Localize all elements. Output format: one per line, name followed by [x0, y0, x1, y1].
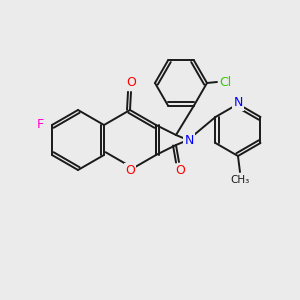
Text: O: O	[125, 164, 135, 176]
Text: Cl: Cl	[219, 76, 231, 88]
Text: N: N	[233, 97, 243, 110]
Text: O: O	[126, 76, 136, 89]
Text: N: N	[184, 134, 194, 146]
Text: F: F	[37, 118, 44, 130]
Text: O: O	[175, 164, 185, 178]
Text: CH₃: CH₃	[230, 175, 250, 185]
